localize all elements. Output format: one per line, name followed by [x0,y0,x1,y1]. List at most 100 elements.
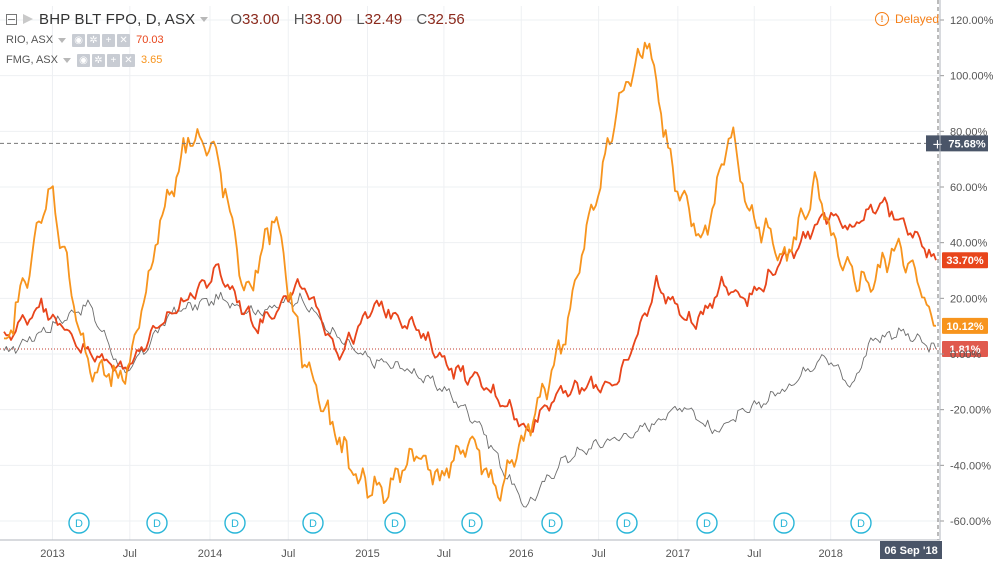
last-value-label: 10.12% [946,321,984,333]
series-tools: ◉ ✲ + ✕ [76,53,135,67]
chevron-down-icon[interactable] [62,57,71,63]
plus-icon[interactable]: + [102,33,116,47]
x-tick-label: Jul [592,548,606,560]
eye-icon[interactable]: ◉ [72,33,86,47]
compare-row-rio: RIO, ASX ◉ ✲ + ✕ 70.03 [6,30,475,50]
open-label: O [230,10,243,28]
gear-icon[interactable]: ✲ [87,33,101,47]
dividend-marker-label: D [703,518,711,530]
series-line-bhp [3,291,937,508]
x-tick-label: Jul [747,548,761,560]
last-value-label: 33.70% [946,255,984,267]
x-tick-label: 2017 [666,548,690,560]
y-tick-label: -60.00% [950,516,991,528]
x-tick-label: 2015 [355,548,379,560]
x-tick-label: 2013 [40,548,64,560]
dividend-marker [461,512,483,534]
y-tick-label: 80.00% [950,126,988,138]
chart-series [3,41,937,508]
low-label: L [356,10,365,28]
dividend-marker [541,512,563,534]
dividend-marker [302,512,324,534]
crosshair-value-label: 75.68% [948,138,986,150]
dividend-marker-label: D [153,518,161,530]
dividend-marker [696,512,718,534]
main-symbol-row: BHP BLT FPO, D, ASX O33.00 H33.00 L32.49… [6,8,475,30]
close-value: 32.56 [427,10,465,28]
x-tick-label: Jul [437,548,451,560]
last-value-label: 1.81% [949,344,980,356]
low-value: 32.49 [364,10,403,28]
high-label: H [293,10,305,28]
dividend-marker-label: D [231,518,239,530]
last-value-badge [942,317,988,334]
y-tick-label: 100.00% [950,71,994,83]
plus-icon[interactable]: + [106,53,120,67]
crosshair-date-label: 06 Sep '18 [884,545,937,557]
x-tick-label: 2018 [818,548,842,560]
dividend-marker-label: D [780,518,788,530]
dividend-marker-label: D [309,518,317,530]
plot-area [0,0,940,540]
compare-row-fmg: FMG, ASX ◉ ✲ + ✕ 3.65 [6,50,475,70]
dividend-marker-label: D [623,518,631,530]
dividend-marker [224,512,246,534]
close-icon[interactable]: ✕ [117,33,131,47]
y-axis: 120.00% 100.00% 80.00% 60.00% 40.00% 20.00% 0.… [939,0,994,540]
dividend-marker-label: D [391,518,399,530]
collapse-icon[interactable] [6,13,17,25]
y-tick-label: 20.00% [950,293,988,305]
last-value-badge [942,252,988,269]
ohlc-values: O33.00 H33.00 L32.49 C32.56 [230,11,474,28]
chart-guides: 1.81% 33.70% 10.12% + 75.68% 06 Sep '18 [0,0,988,559]
alert-icon: ! [874,12,889,26]
last-value-badge [942,340,988,357]
dividend-marker [616,512,638,534]
dividend-marker [146,512,168,534]
x-tick-label: 2014 [198,548,222,560]
y-tick-label: 0.00% [950,349,981,361]
dividend-marker-label: D [468,518,476,530]
main-symbol[interactable]: BHP BLT FPO, D, ASX [39,10,196,28]
series-line-fmg [3,41,937,505]
x-tick-label: Jul [123,548,137,560]
chart-legend: BHP BLT FPO, D, ASX O33.00 H33.00 L32.49… [6,8,475,70]
x-axis: 2013 Jul 2014 Jul 2015 Jul 2016 Jul 2017 Jul 2018 [0,539,940,560]
series-line-rio [3,196,937,434]
x-tick-label: 2016 [509,548,533,560]
chart-grid [0,0,940,540]
open-value: 33.00 [242,10,280,28]
close-icon[interactable]: ✕ [121,53,135,67]
eye-icon[interactable]: ◉ [76,53,90,67]
compare-value-rio: 70.03 [136,34,164,46]
y-tick-label: 60.00% [950,182,988,194]
chevron-down-icon[interactable] [58,37,67,43]
dividend-marker [384,512,406,534]
gear-icon[interactable]: ✲ [91,53,105,67]
dividend-marker-label: D [75,518,83,530]
delayed-indicator[interactable]: ! Delayed [874,12,939,26]
x-tick-label: Jul [281,548,295,560]
dividend-marker-label: D [857,518,865,530]
y-tick-label: -20.00% [950,405,991,417]
dividend-marker [773,512,795,534]
close-label: C [416,10,428,28]
y-tick-label: -40.00% [950,460,991,472]
crosshair-value-badge [926,135,988,152]
flag-icon[interactable] [23,14,33,24]
dividend-marker [850,512,872,534]
dividend-marker-label: D [548,518,556,530]
plus-icon: + [932,137,943,152]
compare-symbol-fmg[interactable]: FMG, ASX [6,54,58,66]
chevron-down-icon[interactable] [200,16,209,22]
high-value: 33.00 [304,10,343,28]
y-tick-label: 120.00% [950,15,994,27]
dividend-marker [68,512,90,534]
series-tools: ◉ ✲ + ✕ [72,33,131,47]
compare-value-fmg: 3.65 [140,54,163,66]
crosshair-date-badge [880,541,942,559]
y-tick-label: 40.00% [950,238,988,250]
compare-symbol-rio[interactable]: RIO, ASX [6,34,54,46]
